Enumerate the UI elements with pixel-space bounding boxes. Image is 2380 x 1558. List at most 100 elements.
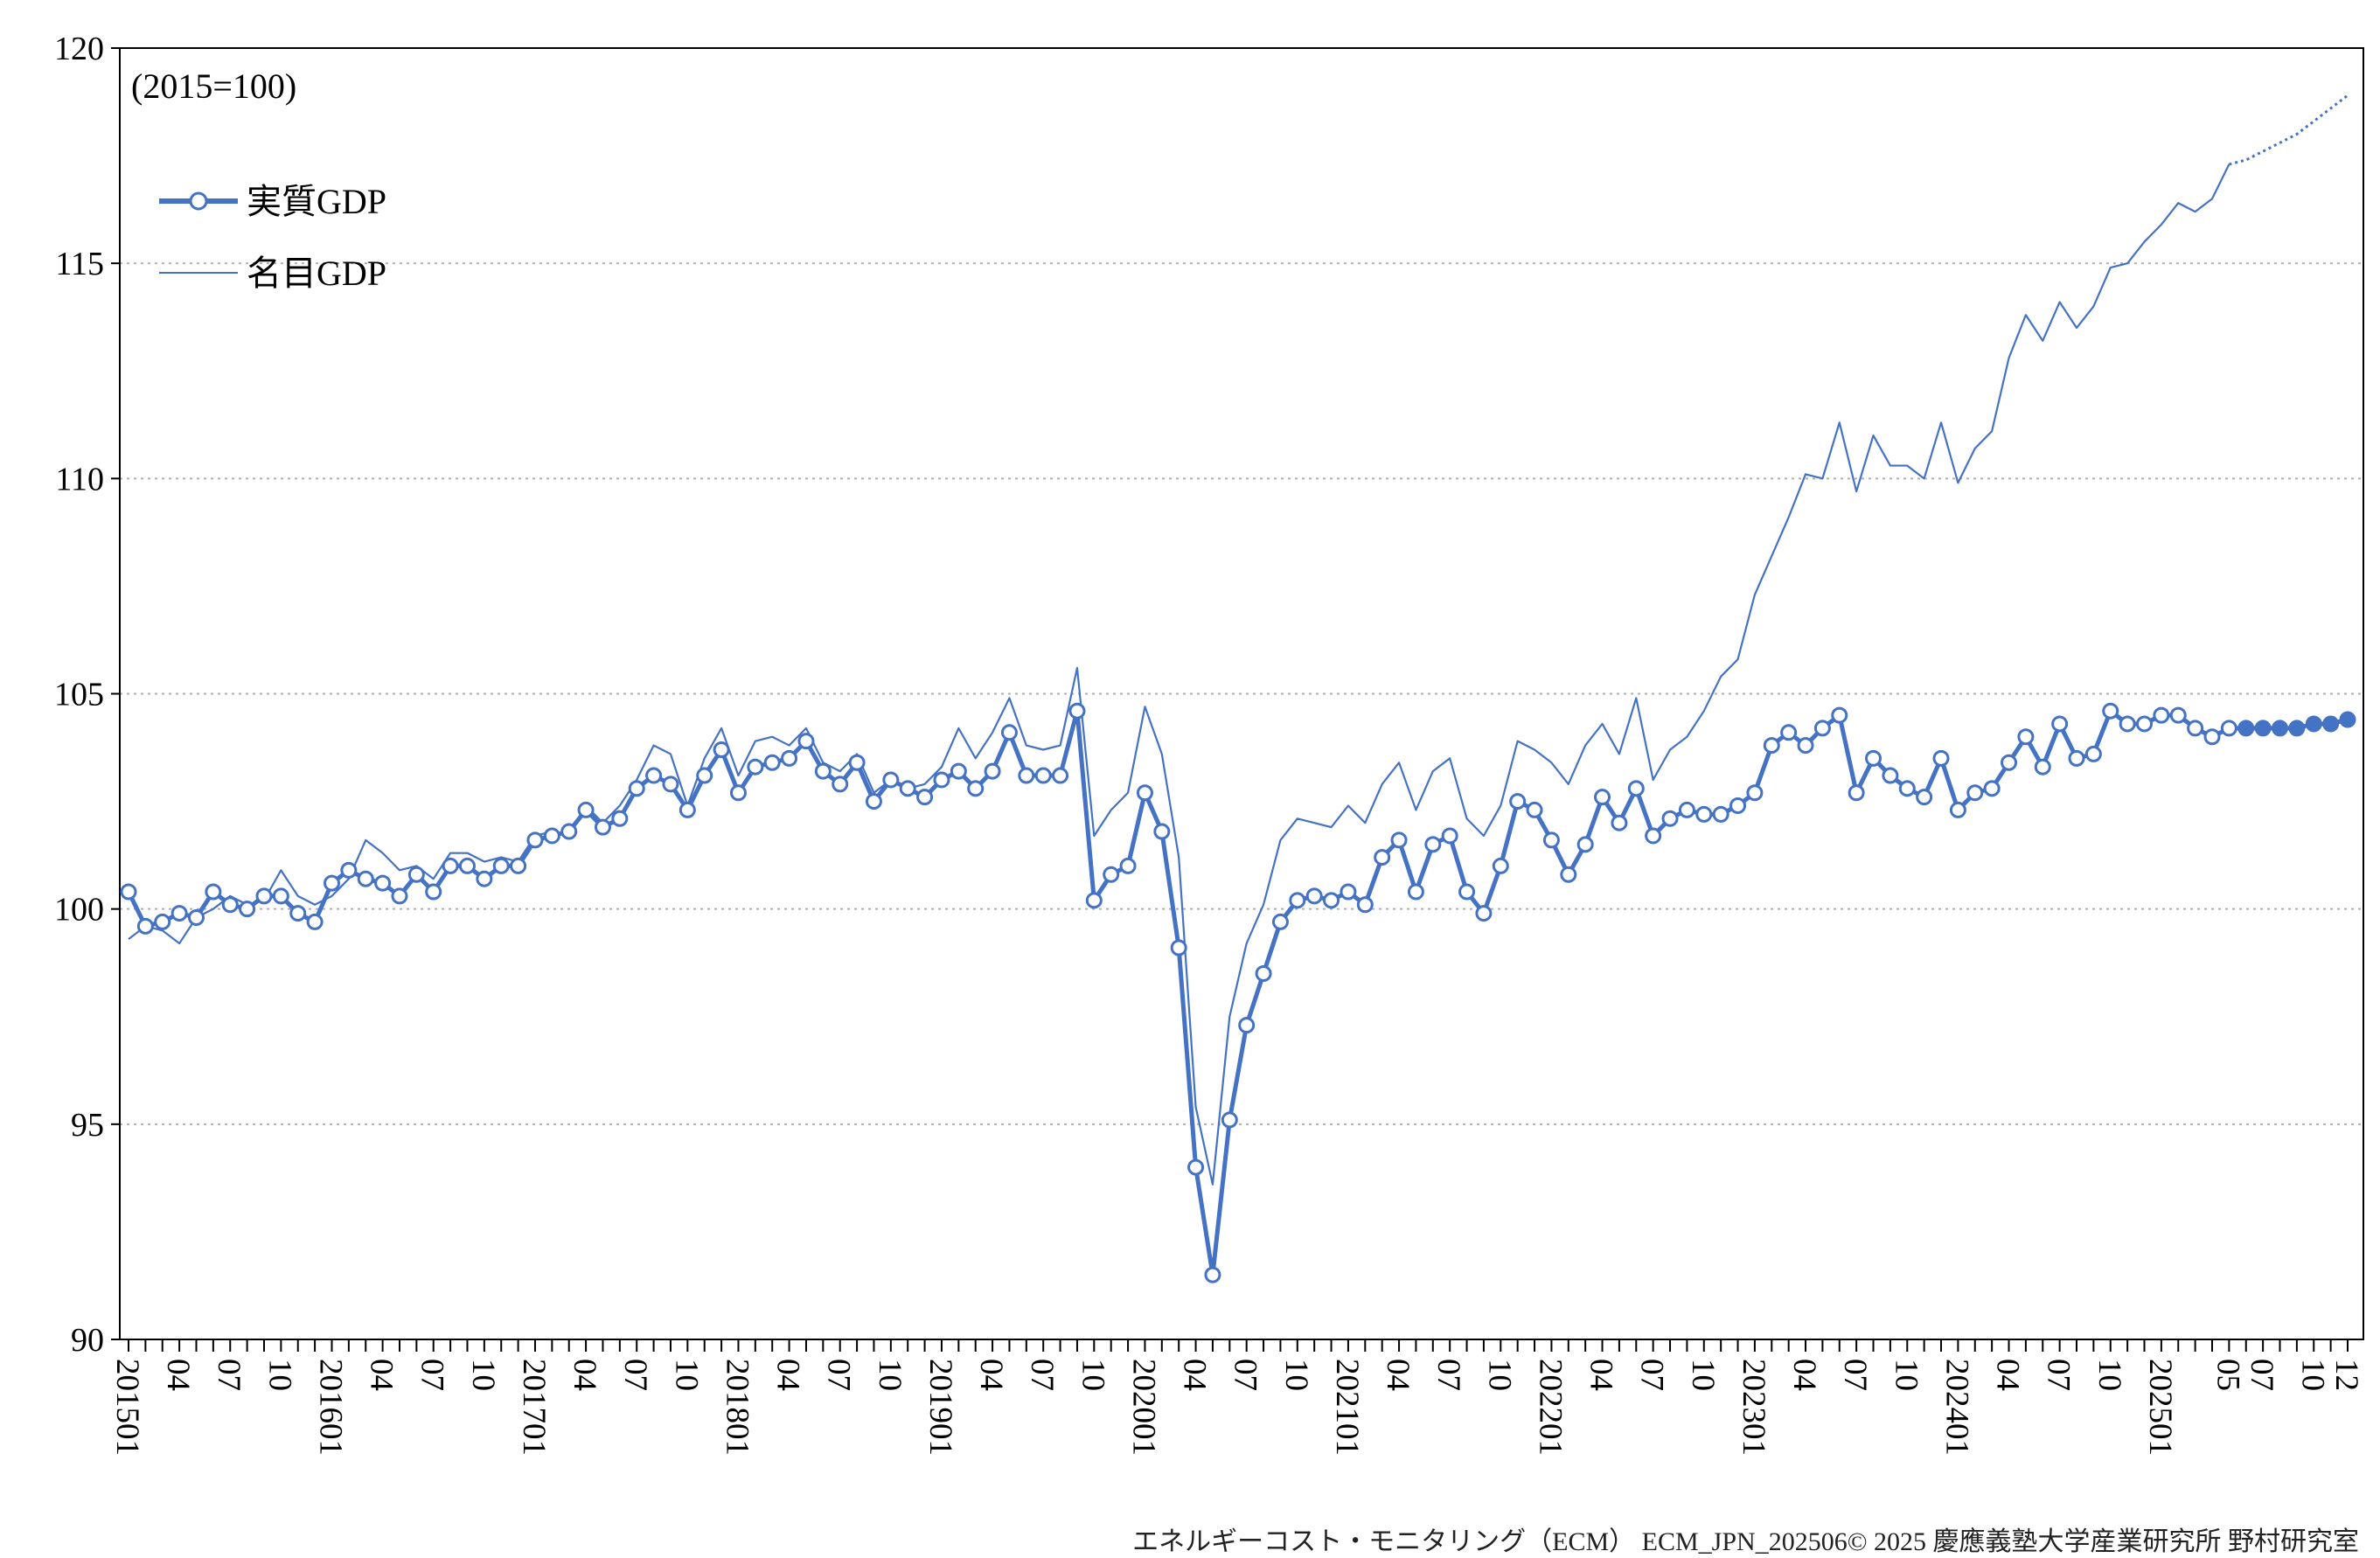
- nominal-gdp-forecast-line: [2229, 94, 2349, 166]
- real-gdp-point: [899, 780, 916, 797]
- real-gdp-point: [1119, 857, 1137, 874]
- x-tick-label: 04: [1990, 1359, 2026, 1391]
- real-gdp-point: [1560, 866, 1577, 883]
- real-gdp-point: [1356, 896, 1374, 914]
- real-gdp-point: [1712, 805, 1729, 823]
- real-gdp-point: [272, 887, 289, 905]
- y-tick-label: 115: [55, 246, 104, 282]
- real-gdp-forecast-point: [2288, 720, 2306, 737]
- x-tick-label: 10: [1481, 1359, 1517, 1391]
- x-tick-label: 10: [1075, 1359, 1110, 1391]
- x-tick-label: 07: [1228, 1359, 1263, 1391]
- real-gdp-point: [832, 776, 849, 793]
- x-tick-label: 10: [1685, 1359, 1721, 1391]
- real-gdp-point: [1898, 780, 1916, 797]
- real-gdp-point: [2102, 702, 2119, 720]
- x-tick-label: 05: [2210, 1359, 2245, 1391]
- real-gdp-point: [2068, 749, 2085, 767]
- real-gdp-point: [1932, 749, 1950, 767]
- x-tick-label: 10: [2294, 1359, 2330, 1391]
- x-tick-label: 202501: [2142, 1359, 2178, 1456]
- real-gdp-point: [2187, 720, 2204, 737]
- real-gdp-point: [1034, 767, 1052, 784]
- x-tick-label: 04: [1786, 1359, 1822, 1391]
- real-gdp-point: [1305, 887, 1323, 905]
- real-gdp-point: [1085, 892, 1103, 909]
- real-gdp-point: [848, 754, 866, 771]
- real-gdp-point: [628, 780, 645, 797]
- real-gdp-point: [611, 810, 629, 827]
- real-gdp-point: [1746, 784, 1764, 802]
- real-gdp-point: [729, 784, 747, 802]
- real-gdp-point: [221, 896, 239, 914]
- real-gdp-point: [391, 887, 408, 905]
- x-tick-label: 202001: [1125, 1359, 1161, 1456]
- real-gdp-point: [1627, 780, 1645, 797]
- x-tick-label: 07: [1024, 1359, 1060, 1391]
- x-tick-label: 10: [1278, 1359, 1314, 1391]
- real-gdp-point: [526, 831, 544, 849]
- real-gdp-point: [407, 866, 425, 883]
- nominal-gdp-line: [128, 163, 2230, 1186]
- real-gdp-point: [1661, 810, 1679, 827]
- real-gdp-point: [1136, 784, 1153, 802]
- footer-credit: エネルギーコスト・モニタリング（ECM） ECM_JPN_202506© 202…: [1132, 1527, 2359, 1556]
- real-gdp-point: [2001, 754, 2018, 771]
- real-gdp-point: [2169, 706, 2187, 724]
- real-gdp-point: [2017, 728, 2035, 746]
- real-gdp-point: [1441, 827, 1458, 845]
- real-gdp-point: [2034, 758, 2051, 776]
- x-tick-label: 07: [617, 1359, 653, 1391]
- real-gdp-point: [1949, 801, 1966, 818]
- x-tick-label: 201801: [719, 1359, 755, 1456]
- y-axis: 90 95 100 105 110 115 120: [54, 31, 120, 1359]
- x-tick-label: 202401: [1938, 1359, 1974, 1456]
- real-gdp-point: [1238, 1017, 1256, 1034]
- x-tick-label: 201501: [109, 1359, 145, 1456]
- x-tick-label: 07: [2041, 1359, 2077, 1391]
- real-gdp-point: [340, 861, 358, 879]
- x-tick-label: 04: [567, 1359, 602, 1391]
- real-gdp-point: [1848, 784, 1865, 802]
- real-gdp-point: [865, 793, 882, 810]
- x-tick-label: 04: [1583, 1359, 1619, 1391]
- real-gdp-point: [136, 917, 154, 935]
- x-tick-label: 201701: [516, 1359, 552, 1456]
- y-tick-label: 120: [54, 31, 104, 67]
- x-tick-label: 07: [414, 1359, 450, 1391]
- real-gdp-point: [1187, 1158, 1205, 1176]
- real-gdp-line: [126, 708, 2349, 1277]
- real-gdp-point: [442, 857, 459, 874]
- real-gdp-point: [170, 905, 188, 922]
- real-gdp-point: [306, 913, 324, 930]
- real-gdp-point: [1916, 789, 1933, 806]
- real-gdp-point: [205, 883, 222, 901]
- real-gdp-point: [1645, 827, 1662, 845]
- real-gdp-point: [1340, 883, 1357, 901]
- legend-real-gdp-marker: [189, 191, 208, 211]
- real-gdp-point: [476, 870, 493, 887]
- real-gdp-point: [154, 913, 171, 930]
- real-gdp-point: [458, 857, 476, 874]
- x-tick-label: 10: [872, 1359, 908, 1391]
- x-tick-label: 04: [1380, 1359, 1416, 1391]
- real-gdp-point: [1204, 1266, 1221, 1283]
- real-gdp-forecast-point: [2339, 711, 2356, 728]
- real-gdp-point: [2203, 728, 2221, 746]
- real-gdp-point: [492, 857, 510, 874]
- real-gdp-point: [510, 857, 527, 874]
- x-tick-label: 202101: [1329, 1359, 1365, 1456]
- x-tick-label: 10: [668, 1359, 704, 1391]
- real-gdp-point: [763, 754, 781, 771]
- real-gdp-point: [1729, 797, 1747, 815]
- real-gdp-point: [747, 758, 764, 776]
- x-tick-label: 04: [1177, 1359, 1213, 1391]
- real-gdp-point: [1221, 1111, 1238, 1129]
- x-axis: 201501 04 07 10 201601 04 07 10 201701 04 07 10 2018…: [109, 1339, 2364, 1456]
- x-tick-label: 07: [1634, 1359, 1670, 1391]
- real-gdp-point: [1865, 749, 1882, 767]
- real-gdp-point: [1509, 793, 1527, 810]
- real-gdp-point: [679, 801, 696, 818]
- real-gdp-point: [662, 776, 679, 793]
- real-gdp-point: [1103, 866, 1120, 883]
